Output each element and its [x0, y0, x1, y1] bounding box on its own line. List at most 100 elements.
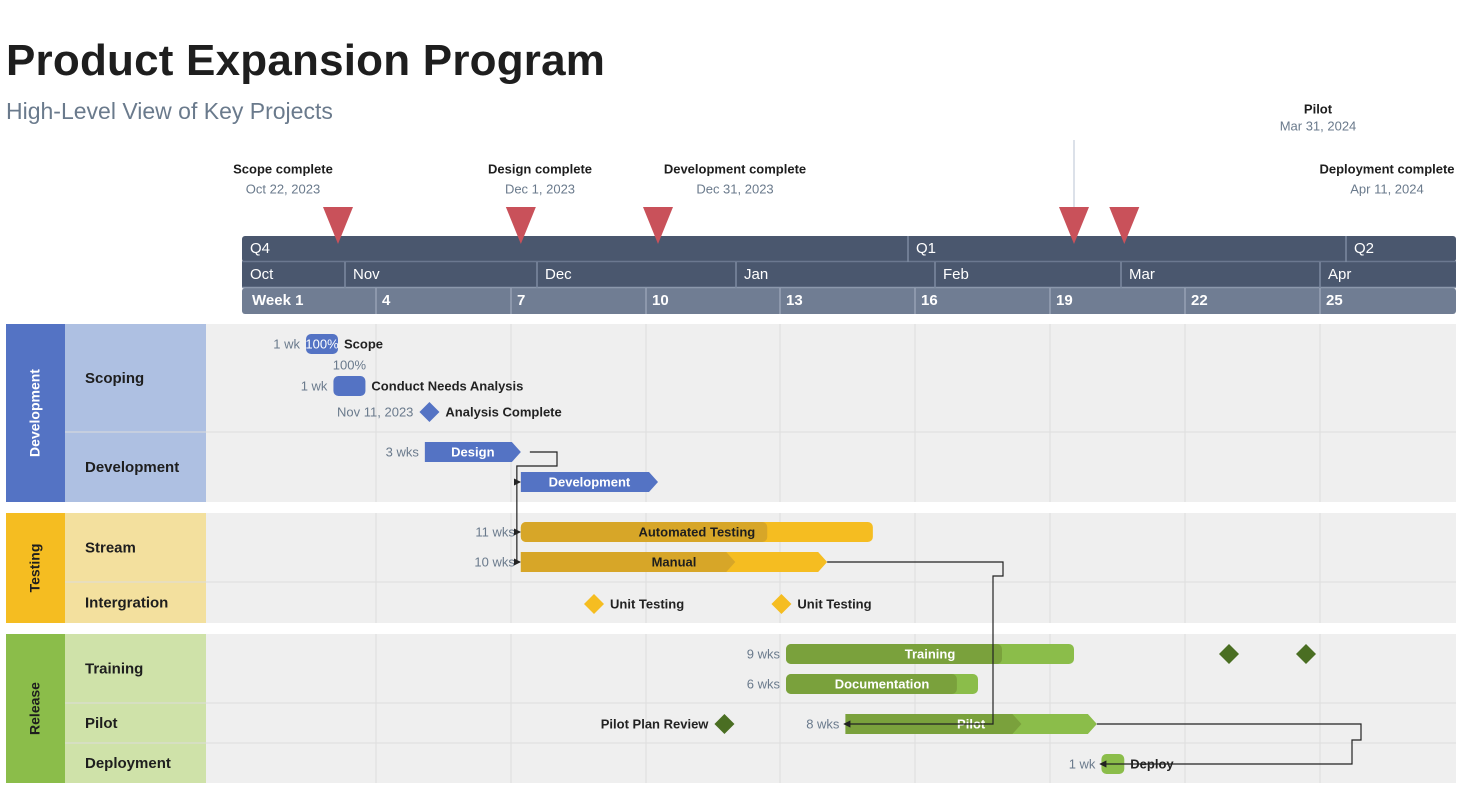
- quarter-label: Q4: [250, 240, 270, 257]
- task-progress: [520, 552, 736, 572]
- row-label-cell: [65, 634, 206, 703]
- month-label: Dec: [545, 266, 572, 283]
- task-label: Training: [905, 646, 956, 661]
- milestone-diamond: [1296, 644, 1316, 664]
- row-label: Pilot: [85, 715, 118, 732]
- key-milestone-name: Design complete: [488, 161, 592, 176]
- task-bar: [306, 334, 338, 354]
- task-label: Design: [451, 444, 494, 459]
- task-progress-label: 100%: [333, 357, 367, 372]
- task-progress: [786, 674, 957, 694]
- task-duration: 9 wks: [747, 646, 781, 661]
- task-duration: 1 wk: [301, 378, 328, 393]
- row-label: Training: [85, 660, 143, 677]
- group-label: Development: [27, 369, 43, 457]
- task-label: Automated Testing: [638, 524, 755, 539]
- task-progress: [520, 522, 768, 542]
- key-milestone-name: Pilot: [1304, 101, 1333, 116]
- key-milestone-date: Mar 31, 2024: [1280, 118, 1357, 133]
- page-subtitle: High-Level View of Key Projects: [6, 98, 333, 124]
- task-label: Documentation: [835, 676, 930, 691]
- page-title: Product Expansion Program: [6, 36, 606, 85]
- task-bar: [520, 472, 658, 492]
- milestone-diamond: [419, 402, 440, 422]
- month-label: Mar: [1129, 266, 1155, 283]
- week-label: 16: [921, 292, 938, 309]
- task-label: Manual: [652, 554, 697, 569]
- task-bar: [424, 442, 521, 462]
- week-label: 13: [786, 292, 803, 309]
- milestone-label: Unit Testing: [797, 596, 871, 611]
- week-label: 19: [1056, 292, 1073, 309]
- row-label: Development: [85, 459, 179, 476]
- key-milestone-marker: [505, 207, 536, 244]
- key-milestone-date: Oct 22, 2023: [246, 181, 320, 196]
- task-duration: 1 wk: [1069, 756, 1096, 771]
- milestone-diamond: [714, 714, 735, 734]
- key-milestone-name: Deployment complete: [1319, 161, 1454, 176]
- month-label: Oct: [250, 266, 274, 283]
- key-milestone-date: Dec 31, 2023: [696, 181, 773, 196]
- group-label-cell: [6, 513, 65, 623]
- key-milestone-marker: [323, 207, 353, 244]
- row-label: Intergration: [85, 594, 168, 611]
- week-row: [242, 288, 1456, 314]
- milestone-label: Pilot Plan Review: [601, 716, 710, 731]
- month-label: Apr: [1328, 266, 1351, 283]
- milestone-label: Analysis Complete: [445, 404, 561, 419]
- row-label-cell: [65, 582, 206, 623]
- key-milestone-date: Dec 1, 2023: [505, 181, 575, 196]
- key-milestone-name: Development complete: [664, 161, 806, 176]
- task-label: Scope: [344, 336, 383, 351]
- week-label: Week 1: [252, 292, 303, 309]
- task-duration: 3 wks: [386, 444, 420, 459]
- task-duration: 6 wks: [747, 676, 781, 691]
- week-label: 7: [517, 292, 525, 309]
- row-label: Deployment: [85, 755, 171, 772]
- row-label-cell: [65, 513, 206, 582]
- key-milestone-marker: [1109, 207, 1140, 244]
- task-progress-label: 100%: [305, 336, 339, 351]
- week-label: 22: [1191, 292, 1208, 309]
- milestone-diamond: [584, 594, 604, 614]
- row-label-cell: [65, 703, 206, 743]
- key-milestone-marker: [643, 207, 673, 244]
- row-label-cell: [65, 432, 206, 502]
- quarter-label: Q2: [1354, 240, 1374, 257]
- key-milestone-marker: [1059, 207, 1089, 244]
- milestone-diamond: [1219, 644, 1239, 664]
- task-bar: [333, 376, 366, 396]
- month-row: [242, 262, 1456, 287]
- week-label: 4: [382, 292, 391, 309]
- task-duration: 8 wks: [806, 716, 840, 731]
- task-duration: 11 wks: [475, 524, 515, 539]
- week-label: 10: [652, 292, 669, 309]
- row-label-cell: [65, 743, 206, 783]
- month-label: Feb: [943, 266, 969, 283]
- row-label-cell: [65, 324, 206, 432]
- task-label: Conduct Needs Analysis: [371, 378, 523, 393]
- key-milestone-date: Apr 11, 2024: [1350, 181, 1423, 196]
- task-progress: [786, 644, 1002, 664]
- group-label-cell: [6, 324, 65, 502]
- key-milestone-name: Scope complete: [233, 161, 333, 176]
- row-label: Scoping: [85, 370, 144, 387]
- group-label-cell: [6, 634, 65, 783]
- task-duration: 10 wks: [474, 554, 515, 569]
- row-label: Stream: [85, 539, 136, 556]
- quarter-row: [242, 236, 1456, 262]
- task-duration: 1 wk: [273, 336, 300, 351]
- task-label: Development: [549, 474, 631, 489]
- dependency-connector: [1096, 723, 1362, 768]
- group-band-bg: [206, 324, 1456, 502]
- dependency-connector: [513, 532, 522, 566]
- milestone-diamond: [771, 594, 792, 614]
- milestone-date: Nov 11, 2023: [337, 404, 413, 419]
- group-label: Release: [27, 682, 43, 735]
- milestone-label: Unit Testing: [610, 596, 684, 611]
- dependency-connector: [827, 561, 1004, 728]
- month-label: Nov: [353, 266, 380, 283]
- group-label: Testing: [27, 544, 43, 593]
- quarter-label: Q1: [916, 240, 936, 257]
